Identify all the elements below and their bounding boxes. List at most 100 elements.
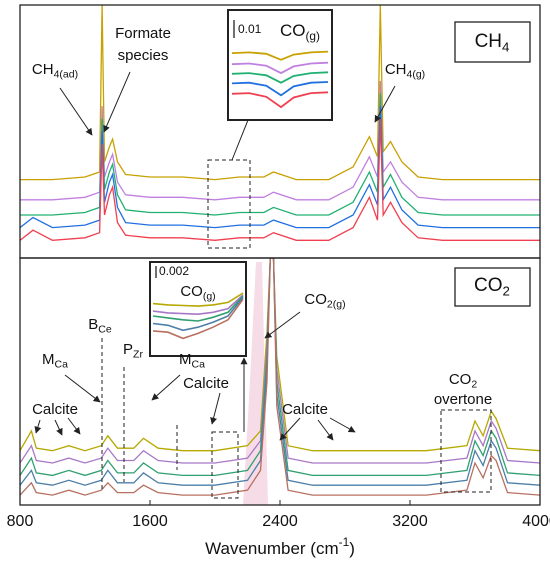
arrow <box>151 374 181 401</box>
annotation-text: CO <box>304 291 327 308</box>
annotation: CH4 <box>475 31 510 54</box>
dashed-box <box>211 431 239 499</box>
annotation-text: Calcite <box>183 375 229 392</box>
annotation-text: Calcite <box>32 401 78 418</box>
panel-label-box <box>454 21 531 63</box>
annotation-sub: 4(ad) <box>54 68 79 80</box>
annotation: Wavenumber (cm-1) <box>205 535 355 558</box>
spectrum-line <box>152 295 244 322</box>
bottom-plot <box>20 258 540 496</box>
annotation-text: Calcite <box>282 401 328 418</box>
annotation-text: Formate <box>115 25 171 42</box>
arrow <box>67 417 81 435</box>
annotation-text: CH <box>32 61 54 78</box>
x-tick-label: 4000 <box>522 513 550 530</box>
annotation: MCa <box>42 351 68 370</box>
arrow <box>264 311 301 339</box>
annotation: CH4(ad) <box>32 61 78 80</box>
annotation-sub: Zr <box>133 348 143 360</box>
dashed-box <box>440 409 492 493</box>
arrow <box>374 85 396 123</box>
annotation-text: CO <box>280 21 306 40</box>
annotation: CO2 <box>474 275 510 298</box>
annotation-text: species <box>118 47 169 64</box>
annotation-text: M <box>179 351 192 368</box>
annotation: CH4(g) <box>385 61 425 80</box>
annotation-sub: 4(g) <box>406 68 425 80</box>
annotation-sub: Ca <box>192 358 206 370</box>
arrow <box>279 417 301 441</box>
annotation: CO(g) <box>180 283 215 302</box>
annotation-text: CH <box>475 31 502 52</box>
annotation: CO(g) <box>280 21 320 43</box>
x-tick-label: 800 <box>7 513 34 530</box>
annotation-sub: Ca <box>55 358 69 370</box>
x-tick-label: 2400 <box>262 513 298 530</box>
spectrum-line <box>152 296 244 332</box>
spectrum-line <box>231 71 329 84</box>
annotation-text: Wavenumber (cm <box>205 539 339 558</box>
spectrum-line <box>20 118 540 241</box>
arrow <box>64 374 101 403</box>
annotation-sub: 2 <box>471 378 477 390</box>
arrow <box>103 71 131 133</box>
annotation-sub: (g) <box>305 29 320 43</box>
spectrum-line <box>20 258 540 477</box>
spectrum-line <box>152 298 244 340</box>
arrow <box>317 419 334 441</box>
arrow <box>329 417 356 433</box>
annotation-sub: (g) <box>203 290 216 302</box>
annotation: Calcite <box>282 401 328 418</box>
inset-frame <box>227 9 333 121</box>
spectrum-line <box>20 258 540 486</box>
annotation-text: P <box>123 341 133 358</box>
annotation-sub: Ce <box>98 323 112 335</box>
scale-label: 0.002 <box>159 264 189 278</box>
inset-bottom <box>152 292 244 340</box>
spectrum-line <box>20 258 540 452</box>
annotation: CO2 <box>449 371 478 390</box>
inset-top <box>231 50 329 109</box>
annotation-text: M <box>42 351 55 368</box>
annotation-tail: ) <box>349 539 355 558</box>
annotation: MCa <box>179 351 205 370</box>
annotation-sub: 2(g) <box>327 298 346 310</box>
annotation: Formate <box>115 25 171 42</box>
spectrum-line <box>152 292 244 307</box>
annotation: Calcite <box>32 401 78 418</box>
spectrum-line <box>231 61 329 75</box>
annotation-sub: 4 <box>502 39 509 54</box>
annotation: Calcite <box>183 375 229 392</box>
annotation: BCe <box>88 316 112 335</box>
panel-label-box <box>454 267 531 307</box>
spectrum-line <box>20 5 540 181</box>
annotation-text: CO <box>474 275 503 296</box>
annotation-sup: -1 <box>339 535 350 549</box>
arrow <box>34 419 42 434</box>
annotation-text: CH <box>385 61 407 78</box>
annotation: overtone <box>434 391 492 408</box>
spectrum-line <box>20 258 540 464</box>
arrow <box>210 392 221 425</box>
spectrum-line <box>20 258 540 496</box>
spectrum-line <box>231 81 329 97</box>
annotation: CO2(g) <box>304 291 345 310</box>
arrow <box>54 419 63 436</box>
x-tick-label: 1600 <box>132 513 168 530</box>
scale-label: 0.01 <box>238 22 262 36</box>
top-plot <box>20 5 540 241</box>
spectrum-line <box>231 91 329 109</box>
spectrum-line <box>231 50 329 61</box>
dashed-box <box>207 159 251 249</box>
annotation: PZr <box>123 341 143 360</box>
annotation-text: B <box>88 316 98 333</box>
arrow <box>59 87 93 136</box>
annotation: species <box>118 47 169 64</box>
x-tick-label: 3200 <box>392 513 428 530</box>
spectrum-line <box>152 294 244 316</box>
annotation-text: CO <box>180 283 203 300</box>
annotation-sub: 2 <box>503 283 510 298</box>
annotation-text: CO <box>449 371 472 388</box>
annotation-text: overtone <box>434 391 492 408</box>
